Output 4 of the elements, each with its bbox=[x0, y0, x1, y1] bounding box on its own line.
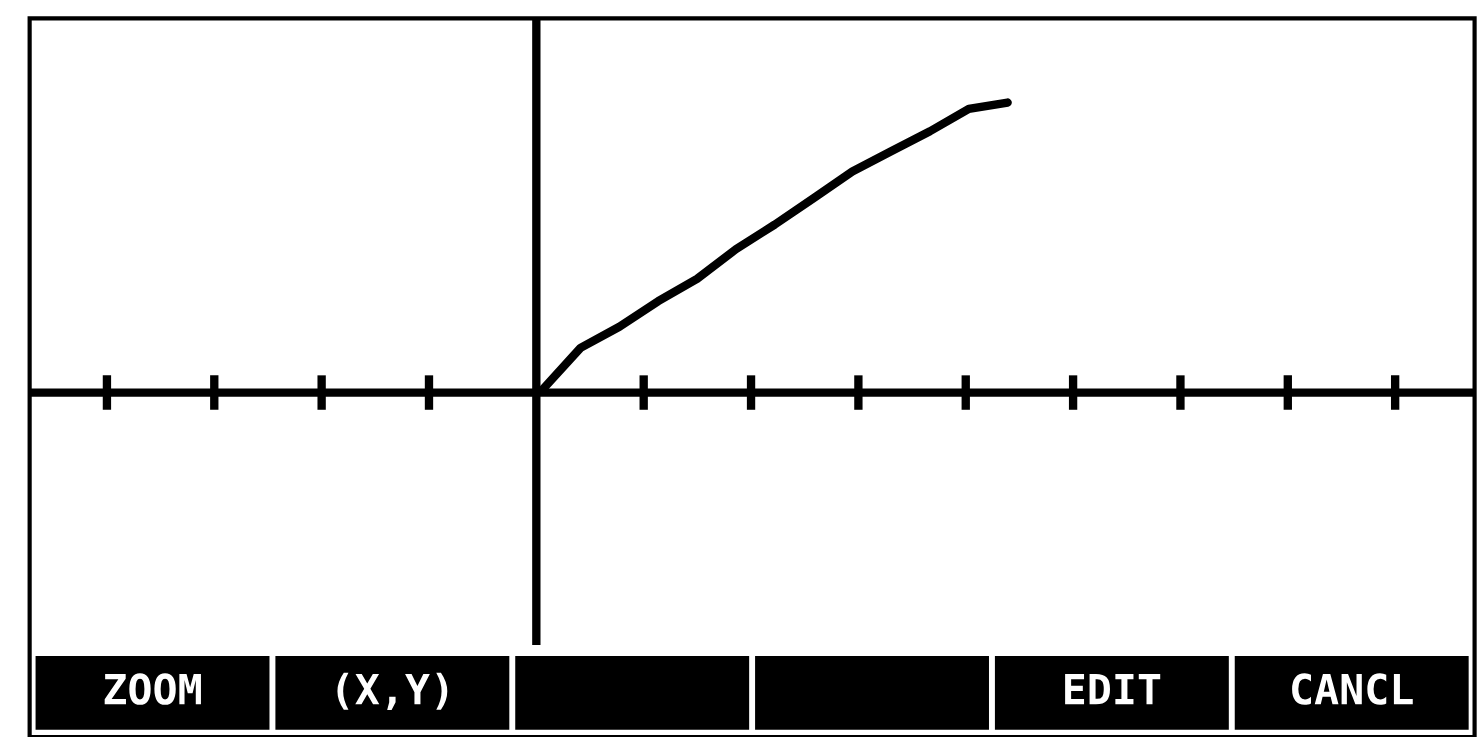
text: ZOOM bbox=[104, 673, 201, 705]
text: (X,Y) bbox=[337, 672, 448, 711]
text: EDIT bbox=[1065, 673, 1161, 705]
text: CANCL bbox=[1292, 673, 1413, 705]
